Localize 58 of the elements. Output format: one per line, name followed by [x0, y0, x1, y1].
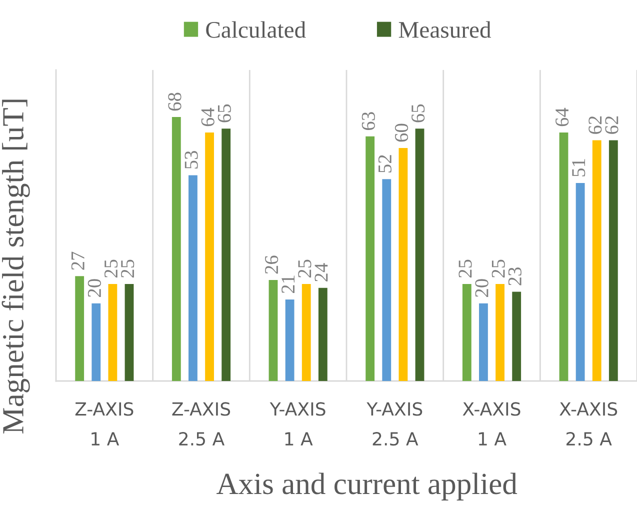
bar — [559, 132, 568, 381]
bar — [92, 303, 101, 381]
data-label: 64 — [201, 108, 214, 126]
bar — [318, 288, 328, 381]
data-label: 23 — [508, 267, 522, 286]
data-label: 65 — [218, 104, 231, 122]
bar — [124, 284, 134, 381]
legend-label: Calculated — [206, 21, 306, 38]
bar — [302, 284, 311, 381]
x-tick-label: Z-AXIS 1 A — [75, 402, 134, 446]
bar — [496, 284, 504, 381]
data-label: 25 — [104, 260, 118, 278]
x-tick-label: Z-AXIS 2.5 A — [172, 402, 230, 446]
data-label: 20 — [475, 279, 488, 297]
data-label: 51 — [572, 159, 586, 176]
bar — [222, 128, 231, 381]
data-label: 21 — [282, 276, 294, 294]
data-label: 68 — [168, 92, 182, 111]
bar — [75, 276, 84, 381]
bar — [608, 140, 618, 381]
data-label: 65 — [412, 104, 425, 122]
data-label: 63 — [362, 112, 375, 130]
data-label: 60 — [394, 124, 408, 142]
bar — [576, 182, 585, 381]
bar — [382, 179, 392, 381]
data-label: 62 — [588, 116, 602, 134]
x-tick-label: Y-AXIS 2.5 A — [366, 402, 422, 446]
bar — [108, 284, 118, 381]
data-label: 24 — [314, 263, 328, 282]
x-tick-label: Y-AXIS 1 A — [270, 402, 326, 446]
bar — [592, 140, 602, 381]
data-label: 27 — [71, 252, 84, 270]
data-label: 25 — [121, 260, 134, 278]
bar — [172, 116, 181, 381]
legend-label: Measured — [398, 21, 492, 38]
bar — [366, 136, 375, 381]
bar — [462, 284, 472, 381]
bar — [205, 132, 214, 381]
bar — [512, 292, 522, 381]
data-label: 26 — [265, 256, 278, 274]
x-axis-title: Axis and current applied — [216, 472, 518, 500]
data-label: 64 — [556, 108, 569, 126]
data-label: 25 — [458, 260, 472, 278]
y-axis-title: Magnetic field stength [uT] — [2, 100, 30, 434]
data-label: 53 — [184, 150, 198, 169]
data-label: 25 — [298, 260, 312, 278]
bar — [188, 175, 198, 381]
data-label: 62 — [605, 116, 618, 134]
bar — [285, 299, 294, 381]
bar — [479, 303, 488, 381]
x-tick-label: X-AXIS 2.5 A — [560, 402, 618, 446]
data-label: 25 — [492, 260, 505, 278]
bar — [398, 148, 408, 381]
bar — [268, 280, 278, 381]
data-label: 20 — [88, 279, 102, 297]
bar — [415, 128, 424, 381]
x-tick-label: X-AXIS 1 A — [462, 402, 520, 446]
data-label: 52 — [378, 155, 392, 172]
